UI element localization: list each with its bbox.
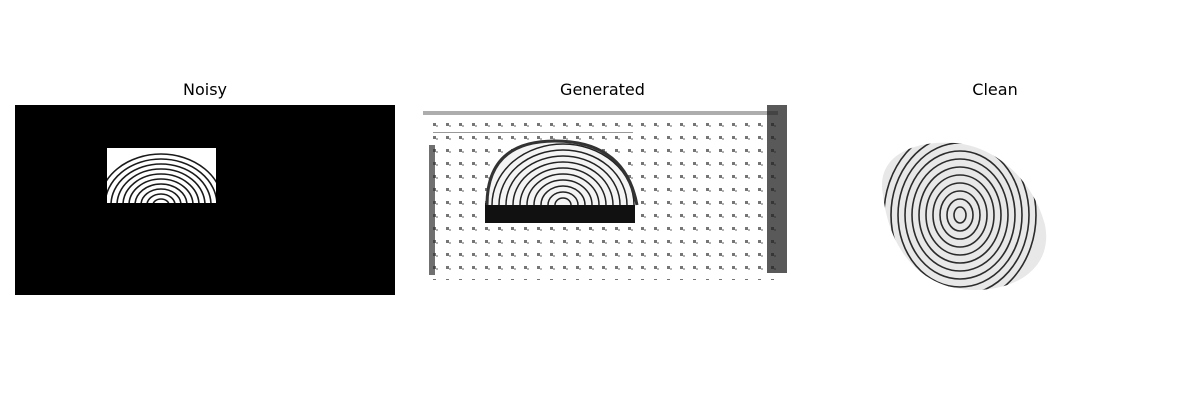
noisy-image-canvas bbox=[15, 105, 395, 295]
generated-image bbox=[415, 105, 790, 290]
clean-image-canvas bbox=[805, 105, 1185, 295]
panel-title-noisy: Noisy bbox=[182, 80, 227, 99]
clean-image bbox=[805, 105, 1185, 295]
panel-title-generated: Generated bbox=[560, 80, 645, 99]
panel-title-clean: Clean bbox=[972, 80, 1018, 99]
noisy-image bbox=[15, 105, 395, 295]
generated-image-canvas bbox=[415, 105, 790, 290]
